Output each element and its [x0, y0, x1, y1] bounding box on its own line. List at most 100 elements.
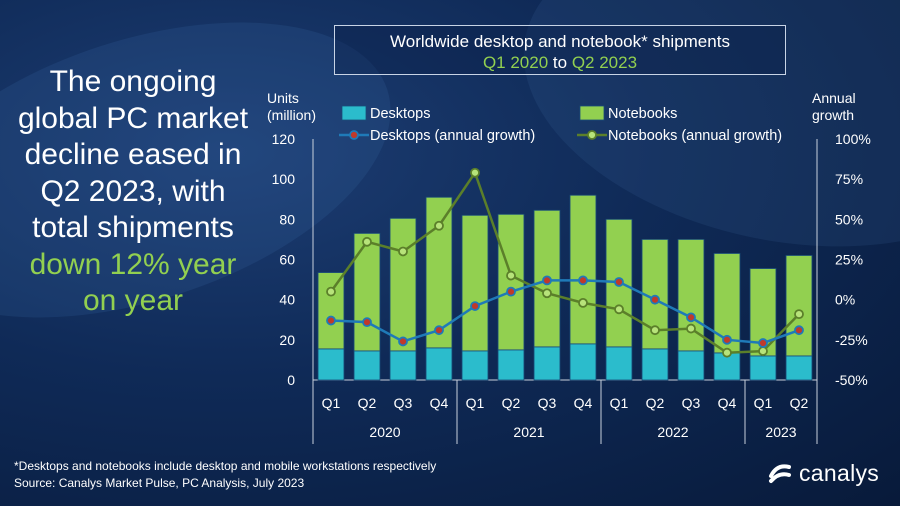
headline-text: The ongoing global PC market decline eas…: [17, 65, 249, 244]
y2-axis-label: growth: [812, 107, 854, 123]
notebooks-growth-point: [794, 309, 804, 320]
x-tick-label: Q1: [322, 395, 341, 411]
x-tick-label: Q2: [358, 395, 377, 411]
y-tick-label: 80: [279, 211, 295, 227]
x-group-label: 2021: [513, 424, 544, 440]
notebooks-bar: [389, 217, 417, 352]
legend-label: Notebooks (annual growth): [608, 128, 782, 144]
headline-accent-text: down 12% year on year: [29, 247, 237, 318]
notebooks-growth-point: [434, 220, 444, 231]
x-tick-label: Q3: [538, 395, 557, 411]
notebooks-growth-point: [614, 304, 624, 315]
desktops-growth-point: [362, 317, 372, 328]
desktops-bar: [461, 350, 489, 381]
notebooks-growth-line: [329, 169, 800, 354]
desktops-growth-point: [758, 338, 768, 348]
desktops-growth-point: [614, 277, 624, 287]
legend-label: Desktops: [370, 106, 430, 122]
notebooks-growth-point: [326, 286, 336, 297]
legend-swatch-notebooks: [579, 105, 605, 121]
notebooks-growth-point: [398, 246, 408, 257]
notebooks-growth-point: [362, 236, 372, 247]
desktops-bar: [569, 343, 597, 381]
desktops-growth-point: [434, 325, 444, 336]
y-axis-label: (million): [267, 107, 316, 123]
x-tick-label: Q1: [610, 395, 629, 411]
period-start: Q1 2020: [482, 53, 549, 72]
desktops-growth-point: [326, 315, 336, 326]
notebooks-bar: [785, 255, 813, 357]
notebooks-growth-point: [758, 346, 768, 356]
chart-title: Worldwide desktop and notebook* shipment…: [390, 32, 730, 51]
x-tick-label: Q1: [466, 395, 485, 411]
desktops-bar: [749, 355, 777, 381]
desktops-growth-point: [650, 294, 660, 305]
desktops-growth-point: [542, 275, 552, 286]
x-tick-label: Q4: [718, 395, 737, 411]
period-end: Q2 2023: [571, 53, 638, 72]
y-tick-label: 120: [272, 131, 296, 147]
y2-tick-label: 50%: [835, 211, 863, 227]
desktops-bar: [389, 350, 417, 381]
desktops-bar: [497, 349, 525, 381]
desktops-growth-point: [470, 301, 480, 311]
desktops-bar: [641, 348, 669, 381]
y2-tick-label: -50%: [835, 372, 868, 388]
x-tick-label: Q1: [754, 395, 773, 411]
notebooks-bar: [461, 214, 489, 352]
notebooks-growth-point: [470, 167, 480, 178]
desktops-growth-point: [506, 286, 516, 297]
source-note: Source: Canalys Market Pulse, PC Analysi…: [14, 476, 305, 490]
y2-tick-label: 75%: [835, 171, 863, 187]
canalys-logo-icon: [769, 464, 791, 483]
y2-tick-label: 100%: [835, 131, 871, 147]
y-axis-label: Units: [267, 90, 299, 106]
x-tick-label: Q4: [574, 395, 593, 411]
canalys-logo: canalys: [767, 456, 879, 490]
legend-marker-desktops-growth: [349, 130, 359, 140]
desktops-bar: [353, 350, 381, 381]
x-group-label: 2020: [369, 424, 400, 440]
desktops-growth-point: [398, 336, 408, 347]
legend-marker-notebooks-growth: [587, 130, 597, 140]
desktops-bar: [317, 348, 345, 381]
desktops-bar: [713, 352, 741, 381]
notebooks-bar: [353, 232, 381, 352]
y-tick-label: 20: [279, 332, 295, 348]
chart-title-box: Worldwide desktop and notebook* shipment…: [334, 25, 786, 75]
canalys-logo-text: canalys: [799, 459, 880, 486]
desktops-bar: [677, 350, 705, 381]
notebooks-bar: [497, 213, 525, 351]
x-tick-label: Q2: [790, 395, 809, 411]
legend-label: Notebooks: [608, 106, 677, 122]
desktops-growth-point: [794, 325, 804, 336]
chart-subtitle: Q1 2020 to Q2 2023: [335, 52, 785, 73]
x-tick-label: Q2: [502, 395, 521, 411]
x-tick-label: Q3: [394, 395, 413, 411]
desktops-bar: [605, 346, 633, 381]
notebooks-growth-point: [722, 347, 732, 358]
x-tick-label: Q2: [646, 395, 665, 411]
y-tick-label: 100: [272, 171, 296, 187]
y-tick-label: 60: [279, 252, 295, 268]
notebooks-growth-point: [506, 270, 516, 281]
legend-label: Desktops (annual growth): [370, 128, 535, 144]
x-tick-label: Q3: [682, 395, 701, 411]
y2-tick-label: 0%: [835, 292, 855, 308]
y2-tick-label: -25%: [835, 332, 868, 348]
footnote: *Desktops and notebooks include desktop …: [14, 459, 437, 473]
notebooks-growth-point: [650, 325, 660, 336]
period-to: to: [552, 53, 568, 72]
notebooks-bar: [317, 272, 345, 350]
desktops-growth-point: [722, 334, 732, 345]
y2-axis-label: Annual: [812, 90, 856, 106]
x-tick-label: Q4: [430, 395, 449, 411]
desktops-growth-point: [686, 312, 696, 323]
x-group-label: 2022: [657, 424, 688, 440]
notebooks-growth-point: [686, 323, 696, 334]
notebooks-bar: [569, 194, 597, 345]
legend-swatch-desktops: [341, 105, 367, 121]
headline: The ongoing global PC market decline eas…: [14, 64, 252, 320]
desktops-bar: [785, 355, 813, 381]
